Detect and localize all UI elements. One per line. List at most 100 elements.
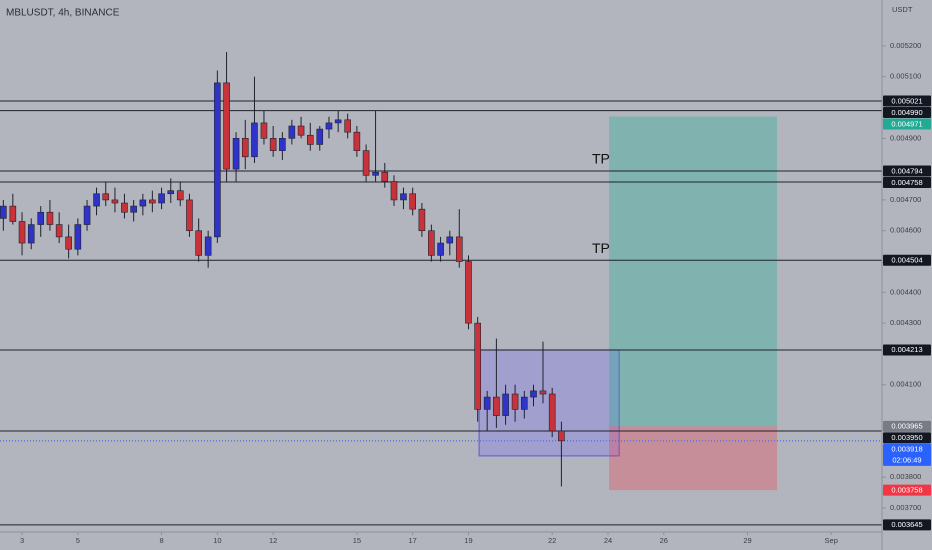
candle-body (334, 119, 342, 124)
x-tick-label: 19 (464, 536, 472, 545)
chart-title: MBLUSDT, 4h, BINANCE (6, 8, 120, 19)
countdown: 02:06:49 (892, 455, 921, 464)
price-tag (883, 420, 931, 432)
candle-body (65, 236, 72, 250)
candle-body (520, 396, 528, 410)
price-tag-label: 0.003645 (891, 520, 922, 529)
x-tick-label: 5 (76, 536, 80, 545)
price-tag (883, 344, 931, 356)
candle-body (251, 122, 258, 158)
candle-body (455, 236, 463, 262)
price-tag-label: 0.005021 (891, 96, 922, 105)
x-tick-label: 26 (660, 536, 668, 545)
candle-body (400, 193, 407, 201)
candle-body (111, 199, 119, 204)
candle-body (381, 171, 389, 182)
price-tag-label: 0.004758 (891, 178, 922, 187)
y-axis-label: USDT (892, 5, 913, 14)
candle-body (297, 125, 305, 136)
candle-body (93, 193, 100, 207)
candle-body (27, 224, 35, 244)
x-tick-label: 15 (353, 536, 361, 545)
price-tag-label: 0.004213 (891, 345, 922, 354)
candle-body (530, 390, 537, 398)
price-tag (883, 118, 931, 130)
candle-body (158, 193, 165, 204)
y-tick-label: 0.004400 (890, 287, 921, 296)
loss-zone (609, 426, 778, 491)
price-tag-label: 0.003758 (891, 485, 922, 494)
candle-body (176, 190, 184, 201)
candle-body (195, 230, 202, 256)
candle-body (260, 122, 268, 139)
x-tick-label: Sep (825, 536, 838, 545)
candle-body (316, 128, 324, 145)
candle-body (306, 134, 314, 145)
candle-body (372, 171, 379, 176)
candle-body (362, 150, 370, 176)
price-tag-label: 0.003965 (891, 422, 922, 431)
price-tag-label: 0.003950 (891, 433, 922, 442)
candle-body (121, 202, 128, 213)
price-tag-label: 0.004504 (891, 256, 922, 265)
price-tag (883, 176, 931, 188)
candle-body (18, 221, 26, 244)
y-tick-label: 0.003700 (890, 503, 921, 512)
candle-body (139, 199, 147, 207)
y-tick-label: 0.005200 (890, 41, 921, 50)
x-tick-label: 3 (20, 536, 24, 545)
candle-body (149, 199, 156, 204)
x-tick-label: 8 (159, 536, 163, 545)
candle-body (241, 138, 249, 158)
candle-body (493, 396, 500, 416)
candle-body (204, 236, 212, 256)
y-tick-label: 0.003800 (890, 472, 921, 481)
price-tag (883, 95, 931, 107)
price-tag-label: 0.003918 (891, 445, 922, 454)
y-tick-label: 0.004900 (890, 133, 921, 142)
candle-body (325, 122, 333, 130)
candle-body (437, 242, 444, 256)
price-tag-label: 0.004794 (891, 166, 922, 175)
price-tag-label: 0.004990 (891, 108, 922, 117)
price-tag (883, 254, 931, 266)
y-tick-label: 0.004600 (890, 226, 921, 235)
candle-body (474, 322, 481, 410)
candle-body (558, 430, 565, 442)
candle-body (548, 393, 556, 432)
x-tick-label: 12 (269, 536, 277, 545)
candle-body (353, 131, 361, 151)
candle-body (223, 82, 230, 170)
plot-area: TP TP (0, 52, 882, 526)
candle-body (55, 224, 63, 238)
candle-body (46, 211, 54, 225)
candle-body (344, 119, 351, 133)
price-tag (883, 432, 931, 444)
candle-body (288, 125, 296, 139)
candle-body (279, 138, 286, 151)
candle-body (502, 393, 509, 416)
candle-body (418, 208, 426, 232)
annotation: TP (592, 240, 610, 256)
y-tick-label: 0.005100 (890, 72, 921, 81)
price-tag (883, 484, 931, 496)
candle-body (428, 230, 435, 256)
candle-body (269, 138, 277, 151)
price-tag (883, 443, 931, 466)
candle-body (465, 261, 472, 324)
candle-body (83, 205, 91, 225)
y-tick-label: 0.004700 (890, 195, 921, 204)
candle-body (232, 138, 240, 170)
candle-body (539, 390, 547, 395)
x-tick-label: 29 (743, 536, 751, 545)
price-tag (883, 165, 931, 177)
annotation: TP (592, 151, 610, 167)
y-tick-label: 0.004100 (890, 380, 921, 389)
candle-body (102, 193, 110, 201)
candle-body (167, 190, 175, 195)
candle-body (409, 193, 416, 210)
price-tag (883, 519, 931, 531)
x-tick-label: 24 (604, 536, 612, 545)
candle-body (130, 205, 137, 213)
